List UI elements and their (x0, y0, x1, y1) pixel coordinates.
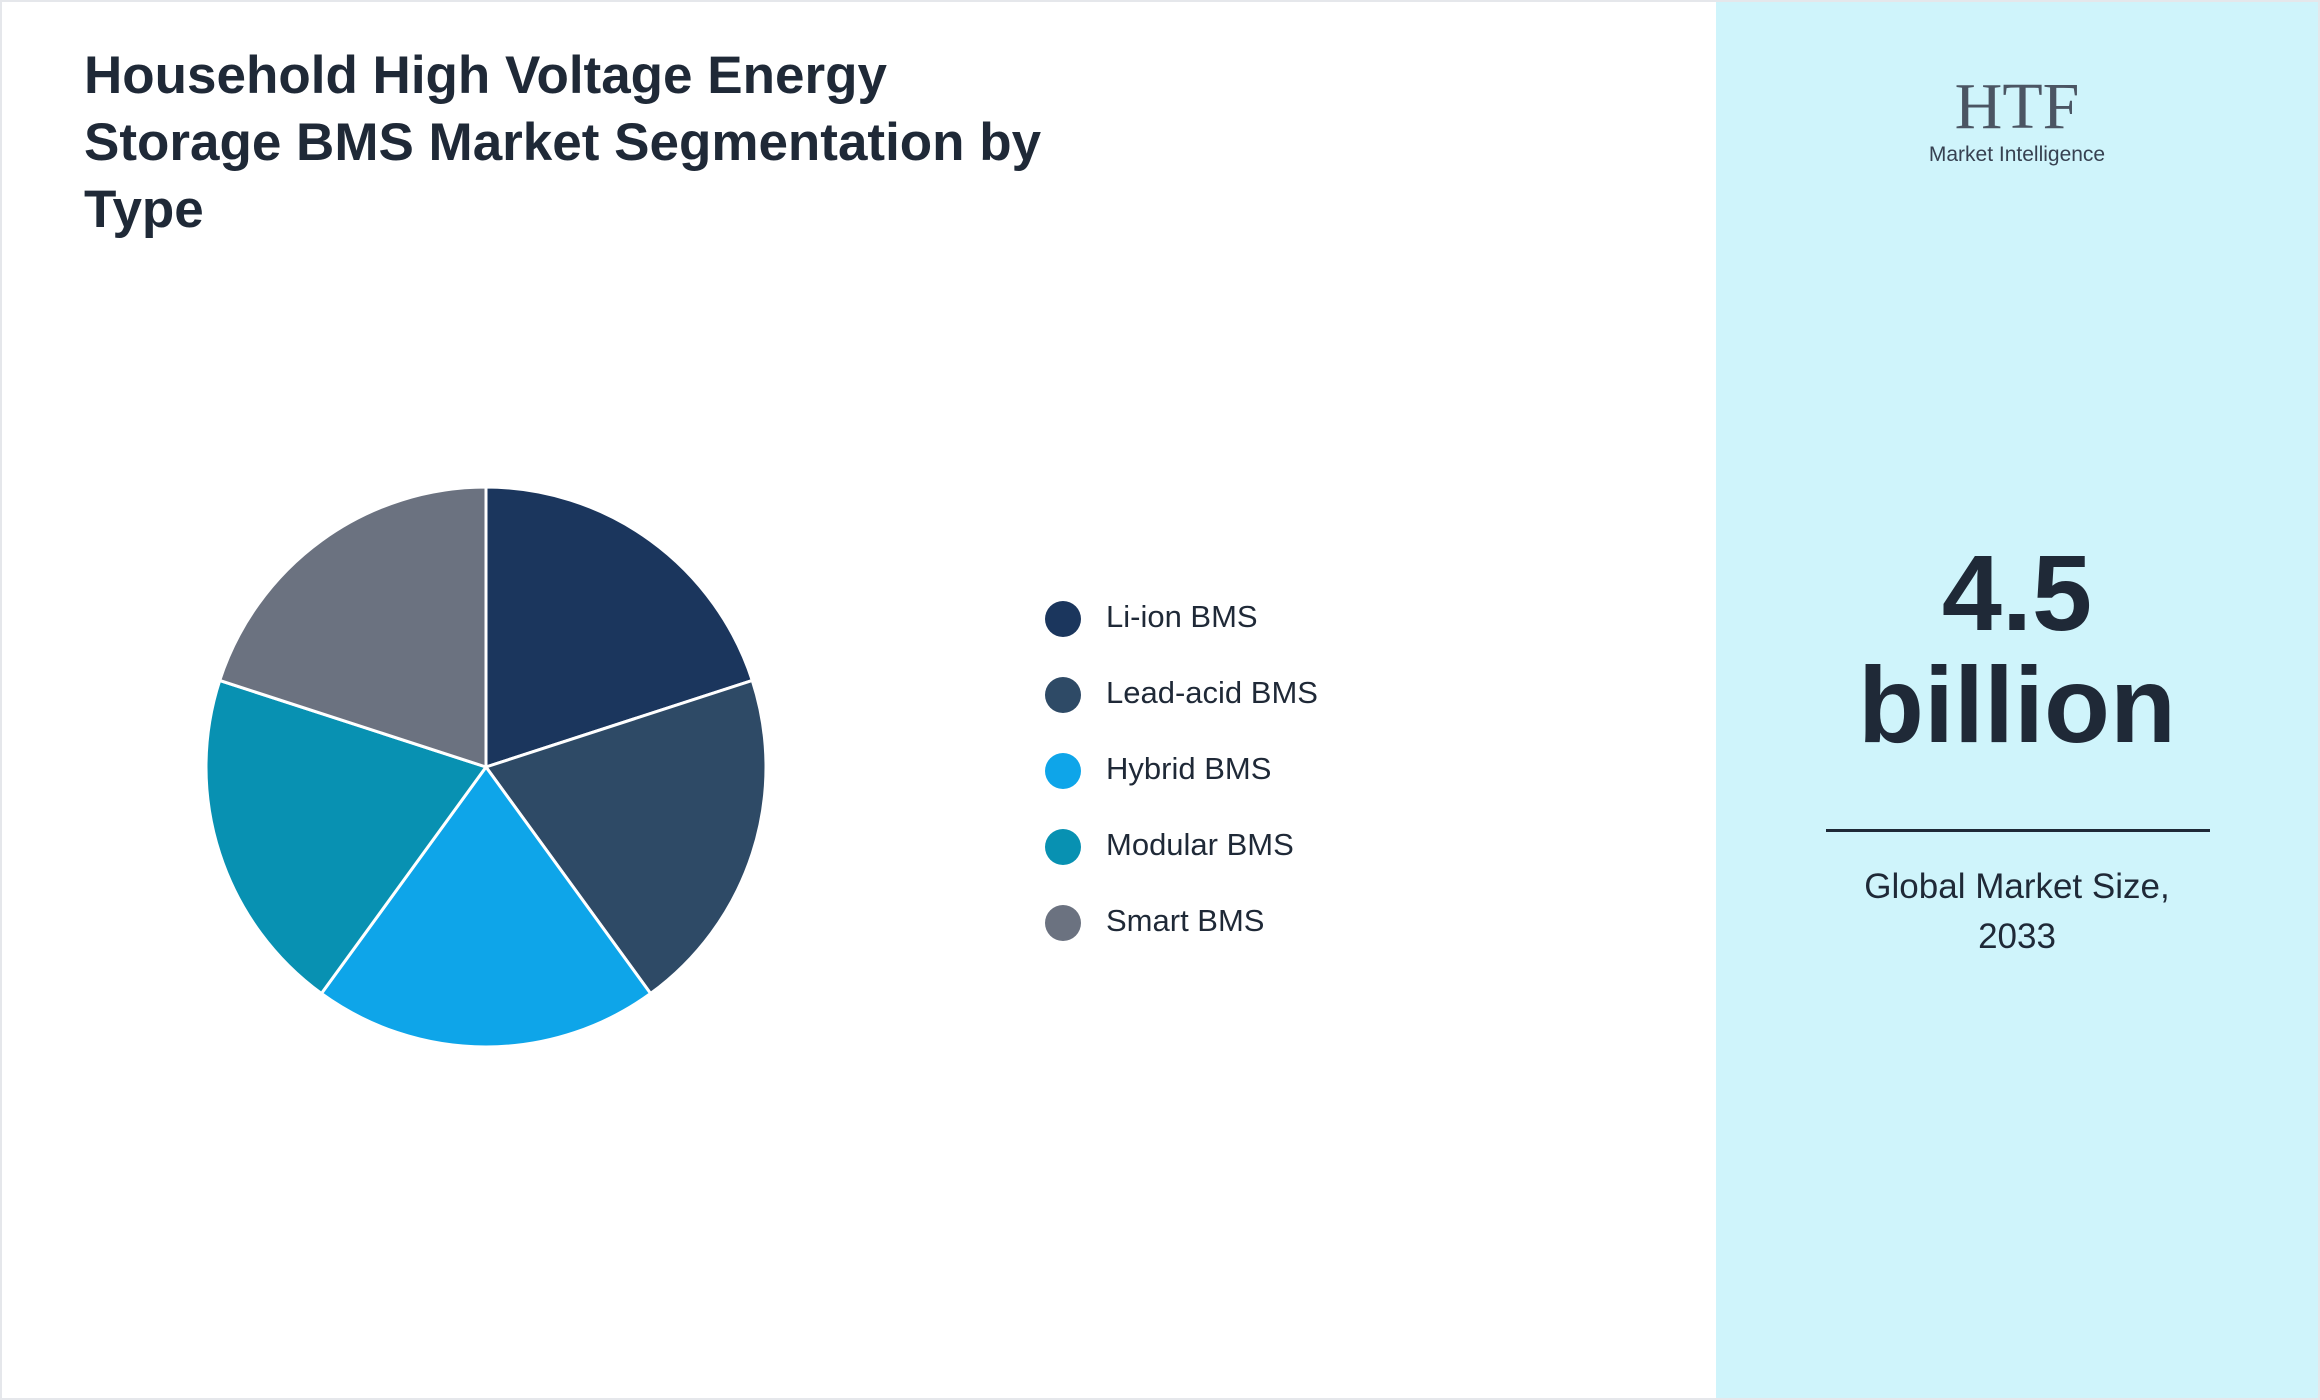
legend-label: Lead-acid BMS (1106, 675, 1318, 710)
market-size-value: 4.5 billion (1858, 532, 2176, 765)
logo-text: Market Intelligence (1928, 143, 2106, 166)
legend-label: Hybrid BMS (1106, 751, 1271, 786)
legend-swatch (1045, 601, 1081, 637)
pie-slice (217, 485, 488, 770)
legend-label: Modular BMS (1106, 827, 1294, 862)
divider (1826, 829, 2210, 832)
legend-swatch (1045, 829, 1081, 865)
pie-slice (319, 764, 653, 1049)
chart: Li-ion BMS Lead-acid BMS Hybrid BMS Modular… (204, 485, 1318, 1049)
side-panel: HTF Market Intelligence 4.5 billion Glob… (1716, 2, 2318, 1398)
pie-slice (484, 485, 755, 770)
legend-label: Li-ion BMS (1106, 599, 1258, 634)
legend-swatch (1045, 677, 1081, 713)
legend-swatch (1045, 753, 1081, 789)
pie-slice (483, 678, 768, 996)
pie-slice (204, 678, 489, 996)
logo: HTF Market Intelligence (1716, 72, 2318, 168)
logo-mark: HTF (1954, 70, 2080, 143)
legend-label: Smart BMS (1106, 903, 1264, 938)
legend-swatch (1045, 905, 1081, 941)
market-size-label: Global Market Size, 2033 (1864, 867, 2170, 956)
chart-title: Household High Voltage Energy Storage BM… (84, 46, 1042, 239)
